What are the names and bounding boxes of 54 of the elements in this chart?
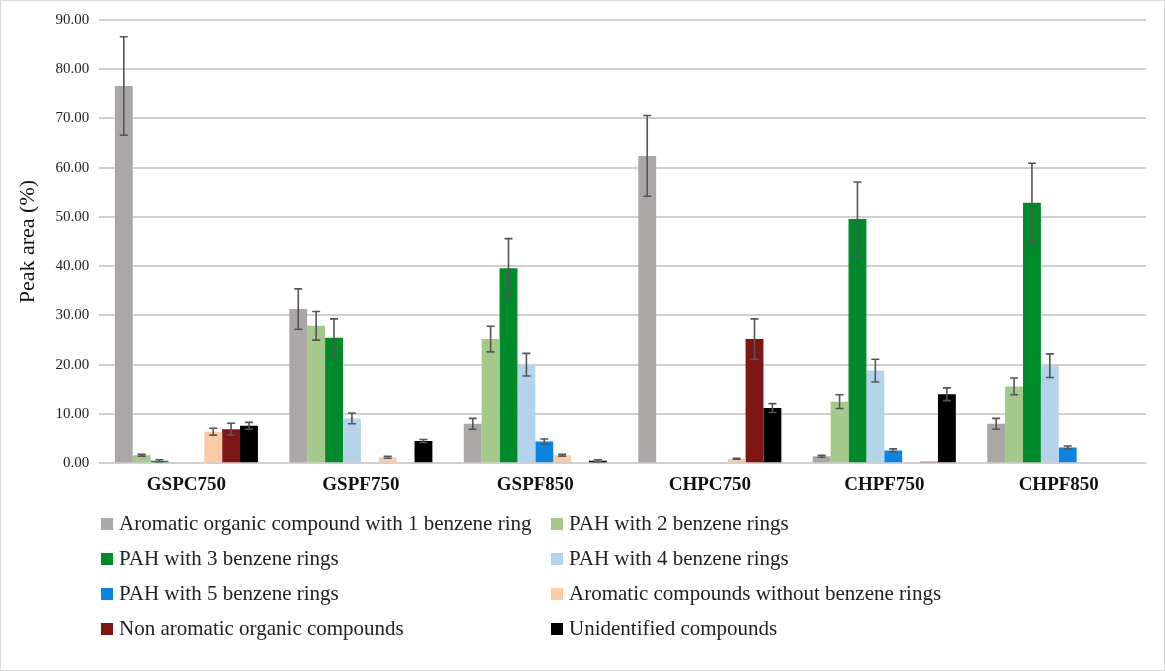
bar <box>638 155 657 463</box>
legend-label: PAH with 3 benzene rings <box>119 546 339 571</box>
x-tick-label: CHPF850 <box>1018 472 1099 494</box>
bar <box>1058 447 1077 463</box>
y-tick-label: 10.00 <box>55 404 90 421</box>
bar <box>987 423 1006 463</box>
x-tick-label: CHPC750 <box>668 472 751 494</box>
bar <box>848 218 867 463</box>
y-tick-label: 40.00 <box>55 257 90 274</box>
x-tick-label: GSPF750 <box>322 472 400 494</box>
bar <box>830 401 849 463</box>
bar <box>1040 365 1059 463</box>
bar <box>553 455 572 463</box>
bar <box>763 408 782 463</box>
y-axis-title: Peak area (%) <box>13 179 39 304</box>
y-tick-label: 30.00 <box>55 306 90 323</box>
bar <box>866 370 885 463</box>
bar <box>240 425 258 463</box>
bar <box>1023 202 1041 463</box>
legend-label: PAH with 4 benzene rings <box>569 546 789 571</box>
bar <box>463 423 482 463</box>
bar <box>289 309 308 463</box>
bar <box>884 450 903 463</box>
bar <box>499 268 518 463</box>
bar <box>937 394 956 463</box>
legend-label: Aromatic compounds without benzene rings <box>569 581 942 606</box>
y-tick-label: 60.00 <box>55 158 90 175</box>
bar <box>307 325 326 463</box>
y-tick-label: 50.00 <box>55 207 90 224</box>
legend-label: PAH with 5 benzene rings <box>119 581 339 606</box>
bar <box>1005 386 1023 463</box>
bar <box>222 429 241 463</box>
bar <box>132 455 151 463</box>
x-tick-label: CHPF750 <box>844 472 925 494</box>
bar <box>481 339 500 463</box>
y-tick-label: 90.00 <box>55 10 90 27</box>
legend-label: Unidentified compounds <box>569 616 778 641</box>
x-tick-label: GSPC750 <box>146 472 226 494</box>
bar <box>745 339 764 463</box>
bar <box>517 364 536 463</box>
y-tick-label: 20.00 <box>55 355 90 372</box>
bar <box>535 441 554 463</box>
x-tick-label: GSPF850 <box>496 472 574 494</box>
bar <box>414 441 433 463</box>
bar <box>325 337 343 463</box>
bar <box>114 85 133 463</box>
y-tick-label: 70.00 <box>55 109 90 126</box>
y-tick-label: 0.00 <box>62 454 90 471</box>
legend-label: Non aromatic organic compounds <box>119 616 404 641</box>
bar <box>204 431 223 463</box>
legend-label: PAH with 2 benzene rings <box>569 511 789 536</box>
bar <box>342 418 361 463</box>
legend-label: Aromatic organic compound with 1 benzene ring <box>119 511 532 536</box>
y-tick-label: 80.00 <box>55 60 90 77</box>
